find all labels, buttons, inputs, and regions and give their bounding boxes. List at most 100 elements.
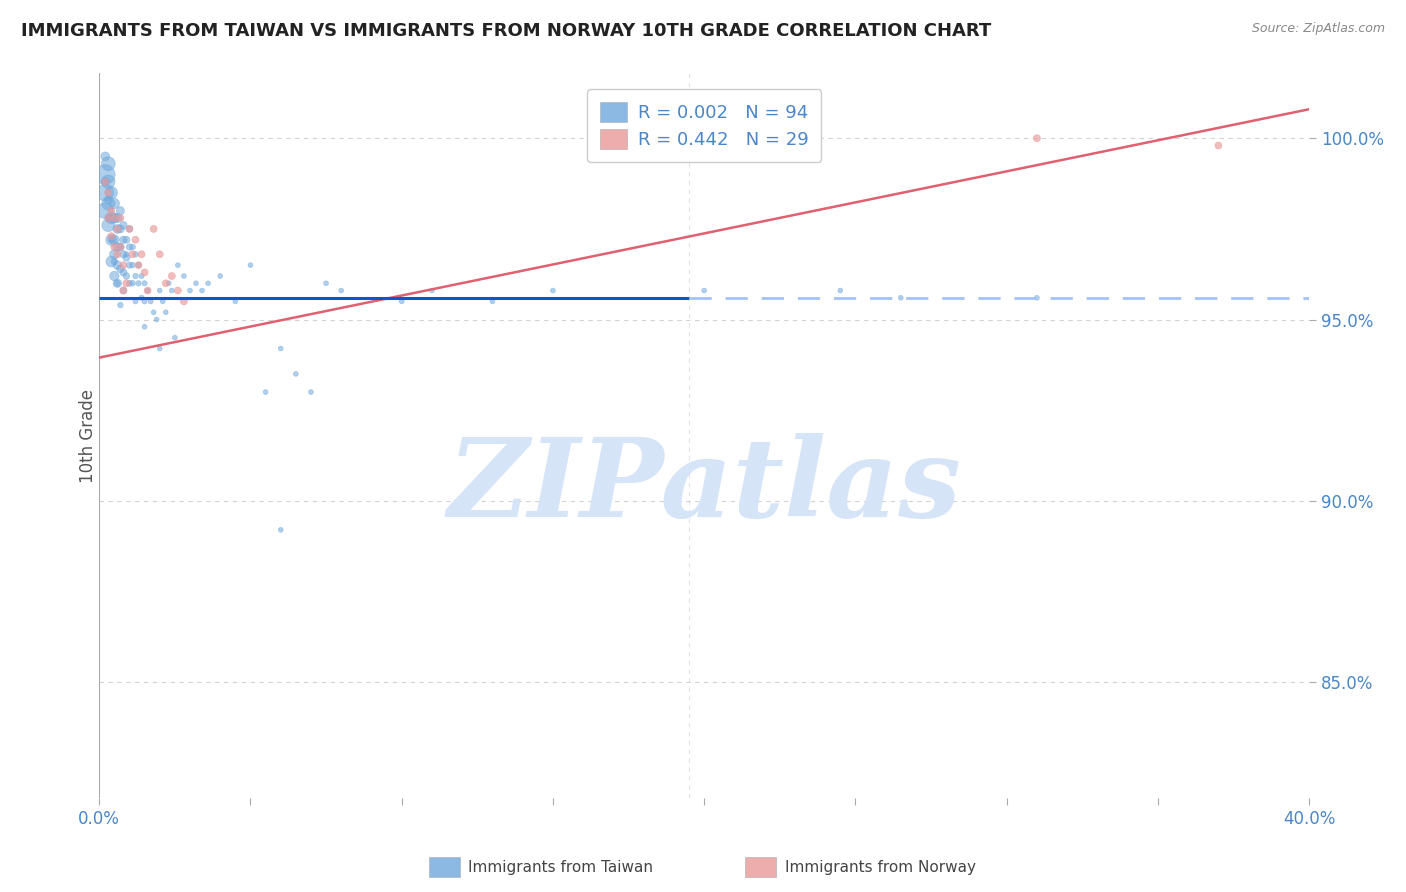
- Point: [97, 211, 120, 225]
- Point: [115, 277, 138, 291]
- Point: [166, 284, 188, 298]
- Point: [100, 233, 122, 247]
- Point: [121, 277, 143, 291]
- Point: [112, 265, 135, 279]
- Point: [100, 186, 122, 200]
- Point: [124, 294, 146, 309]
- Point: [100, 233, 122, 247]
- Point: [1025, 131, 1047, 145]
- Point: [299, 385, 322, 400]
- Point: [121, 240, 143, 254]
- Point: [97, 193, 120, 207]
- Text: Source: ZipAtlas.com: Source: ZipAtlas.com: [1251, 22, 1385, 36]
- Point: [97, 156, 120, 170]
- Point: [270, 342, 292, 356]
- Point: [149, 342, 172, 356]
- Point: [103, 211, 125, 225]
- Point: [118, 258, 141, 272]
- Point: [105, 277, 128, 291]
- Point: [112, 233, 135, 247]
- Point: [124, 233, 146, 247]
- Point: [110, 203, 132, 218]
- Point: [94, 186, 117, 200]
- Point: [100, 211, 122, 225]
- Text: Immigrants from Taiwan: Immigrants from Taiwan: [468, 861, 654, 875]
- Point: [191, 284, 214, 298]
- Point: [184, 277, 207, 291]
- Point: [1208, 138, 1230, 153]
- Point: [118, 277, 141, 291]
- Point: [112, 219, 135, 233]
- Point: [315, 277, 337, 291]
- Point: [115, 247, 138, 261]
- Point: [103, 211, 125, 225]
- Point: [163, 331, 186, 345]
- Point: [112, 284, 135, 298]
- Point: [166, 258, 188, 272]
- Point: [391, 294, 413, 309]
- Point: [134, 265, 156, 279]
- Point: [149, 284, 172, 298]
- Point: [105, 277, 128, 291]
- Point: [103, 247, 125, 261]
- Point: [100, 229, 122, 244]
- Point: [103, 268, 125, 283]
- Point: [134, 277, 156, 291]
- Point: [152, 294, 174, 309]
- Point: [128, 258, 150, 272]
- Point: [105, 247, 128, 261]
- Point: [149, 247, 172, 261]
- Point: [160, 284, 183, 298]
- Point: [1025, 291, 1047, 305]
- Point: [284, 367, 307, 381]
- Point: [115, 268, 138, 283]
- Point: [110, 298, 132, 312]
- Point: [173, 294, 195, 309]
- Point: [94, 203, 117, 218]
- Point: [100, 203, 122, 218]
- Point: [481, 294, 503, 309]
- Point: [142, 305, 165, 319]
- Point: [118, 240, 141, 254]
- Y-axis label: 10th Grade: 10th Grade: [79, 389, 97, 483]
- Text: Immigrants from Norway: Immigrants from Norway: [785, 861, 976, 875]
- Point: [155, 277, 177, 291]
- Point: [136, 284, 159, 298]
- Point: [131, 247, 153, 261]
- Point: [179, 284, 201, 298]
- Text: ZIPatlas: ZIPatlas: [447, 433, 962, 540]
- Point: [110, 222, 132, 236]
- Point: [197, 277, 219, 291]
- Point: [541, 284, 564, 298]
- Point: [121, 258, 143, 272]
- Point: [128, 258, 150, 272]
- Point: [890, 291, 912, 305]
- Point: [139, 294, 162, 309]
- Point: [105, 222, 128, 236]
- Point: [105, 222, 128, 236]
- Point: [330, 284, 353, 298]
- Point: [110, 240, 132, 254]
- Point: [97, 219, 120, 233]
- Point: [97, 175, 120, 189]
- Point: [131, 291, 153, 305]
- Point: [254, 385, 277, 400]
- Point: [239, 258, 262, 272]
- Point: [124, 268, 146, 283]
- Point: [103, 196, 125, 211]
- Legend: R = 0.002   N = 94, R = 0.442   N = 29: R = 0.002 N = 94, R = 0.442 N = 29: [588, 89, 821, 161]
- Point: [142, 222, 165, 236]
- Point: [160, 268, 183, 283]
- Point: [118, 222, 141, 236]
- Point: [105, 258, 128, 272]
- Point: [224, 294, 246, 309]
- Point: [110, 240, 132, 254]
- Point: [136, 284, 159, 298]
- Point: [94, 175, 117, 189]
- Point: [103, 240, 125, 254]
- Point: [112, 247, 135, 261]
- Point: [94, 175, 117, 189]
- Point: [124, 247, 146, 261]
- Point: [112, 284, 135, 298]
- Point: [103, 233, 125, 247]
